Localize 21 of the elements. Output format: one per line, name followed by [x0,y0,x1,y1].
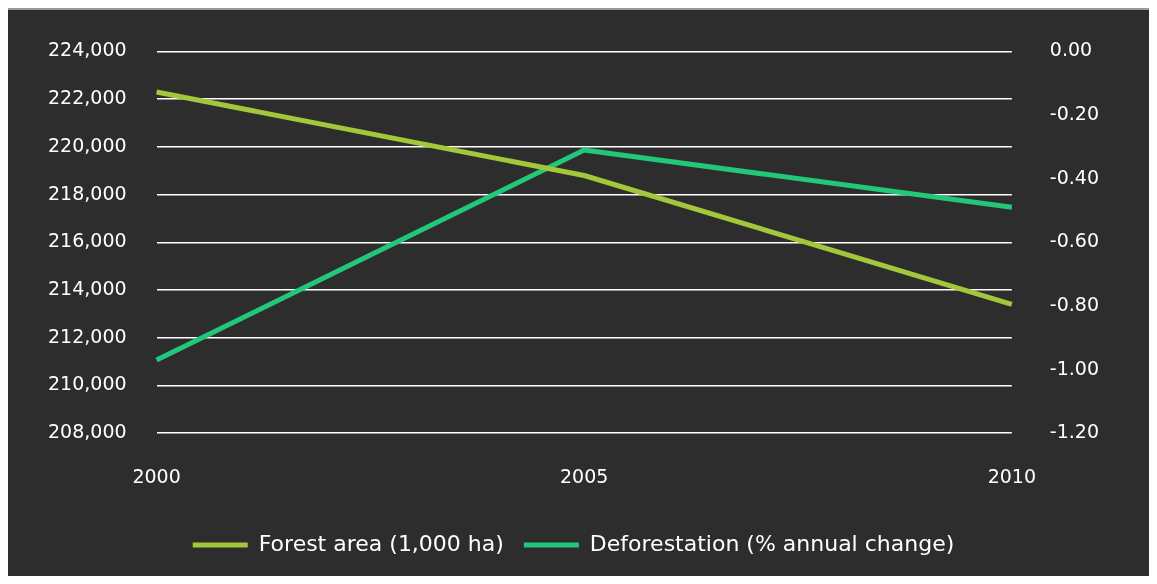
x-tick-label: 2005 [560,464,609,487]
y-tick-label: 214,000 [47,276,127,299]
y-tick-label: 210,000 [47,372,127,395]
legend-label: Deforestation (% annual change) [589,530,955,556]
legend-label: Forest area (1,000 ha) [258,530,504,556]
x-tick-label: 2010 [987,464,1037,487]
y2-tick-label: -1.20 [1049,420,1100,443]
y-tick-label: 208,000 [47,420,127,443]
y-tick-label: 224,000 [47,38,127,61]
y2-tick-label: -0.60 [1049,229,1100,252]
y-tick-label: 220,000 [47,133,127,156]
y2-tick-label: -0.80 [1049,292,1100,315]
y2-tick-label: -1.00 [1049,356,1100,379]
y-tick-label: 218,000 [47,181,127,204]
y-tick-label: 212,000 [47,324,127,347]
y2-tick-label: -0.20 [1049,101,1100,124]
y2-tick-label: -0.40 [1049,165,1100,188]
y-tick-label: 222,000 [47,86,127,109]
y-tick-label: 216,000 [47,229,127,252]
x-tick-label: 2000 [132,464,181,487]
y2-tick-label: 0.00 [1049,38,1093,61]
